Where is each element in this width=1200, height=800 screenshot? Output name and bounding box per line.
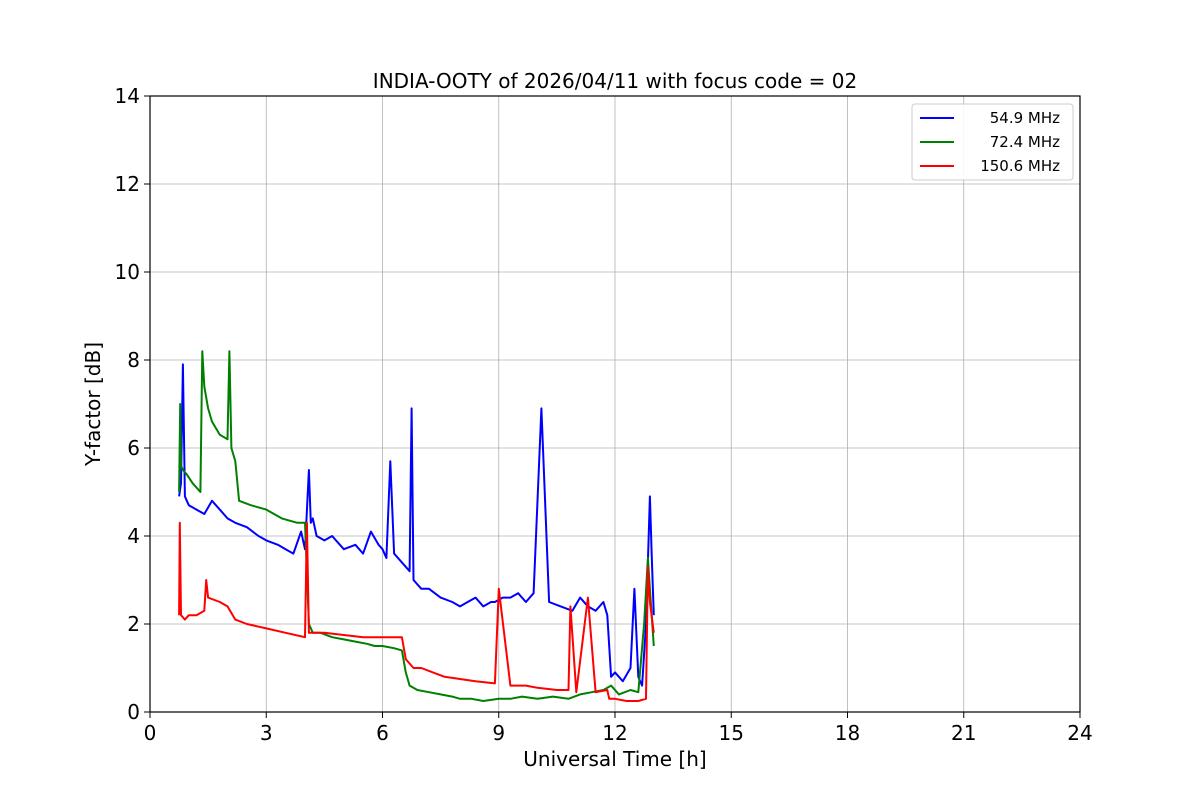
legend: 54.9 MHz 72.4 MHz 150.6 MHz — [911, 103, 1074, 181]
x-tick-label: 6 — [376, 721, 389, 745]
x-tick-label: 21 — [951, 721, 976, 745]
chart-title: INDIA-OOTY of 2026/04/11 with focus code… — [373, 69, 857, 93]
x-tick-label: 18 — [835, 721, 860, 745]
plot-lines — [178, 350, 655, 702]
y-tick-label: 6 — [127, 436, 140, 460]
legend-label: 72.4 MHz — [990, 133, 1060, 151]
legend-label: 54.9 MHz — [990, 109, 1060, 127]
legend-box — [911, 103, 1074, 181]
y-tick-label: 12 — [115, 172, 140, 196]
y-tick-label: 14 — [115, 84, 140, 108]
x-tick-label: 0 — [144, 721, 157, 745]
y-tick-label: 8 — [127, 348, 140, 372]
y-tick-label: 0 — [127, 700, 140, 724]
x-tick-label: 24 — [1067, 721, 1092, 745]
series-line-2 — [178, 521, 655, 702]
y-tick-label: 4 — [127, 524, 140, 548]
y-axis-label: Y-factor [dB] — [81, 342, 105, 467]
y-tick-label: 10 — [115, 260, 140, 284]
x-axis-label: Universal Time [h] — [523, 747, 706, 771]
legend-label: 150.6 MHz — [980, 157, 1060, 175]
x-tick-label: 9 — [492, 721, 505, 745]
series-line-1 — [178, 350, 655, 702]
x-tick-label: 12 — [602, 721, 627, 745]
series-line-0 — [178, 363, 655, 687]
x-tick-label: 3 — [260, 721, 273, 745]
y-tick-label: 2 — [127, 612, 140, 636]
x-tick-label: 15 — [719, 721, 744, 745]
